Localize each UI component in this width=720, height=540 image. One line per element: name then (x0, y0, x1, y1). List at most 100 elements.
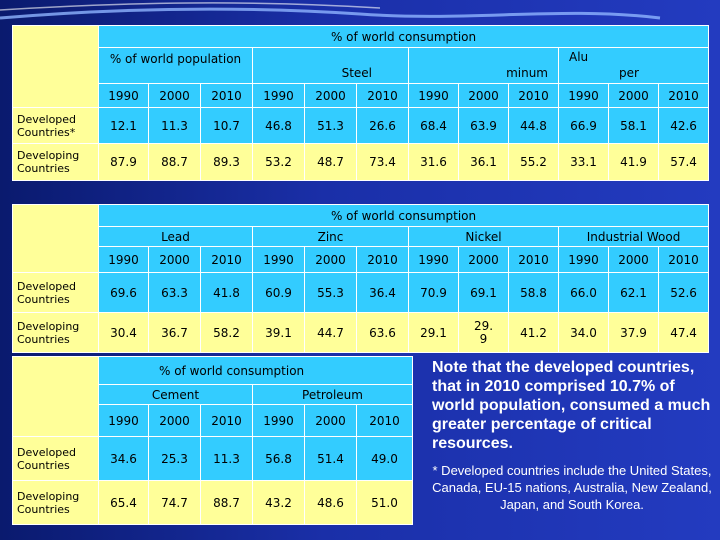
decorative-swoosh-2 (0, 2, 381, 11)
year-cell: 1990 (408, 246, 459, 273)
year-cell: 2010 (356, 404, 413, 437)
year-cell: 2000 (304, 246, 357, 273)
per-label: per (619, 66, 639, 80)
value-cell: 57.4 (657, 143, 710, 181)
value-cell: 62.1 (608, 272, 659, 313)
value-cell: 51.0 (356, 480, 413, 525)
group-label-cement: Cement (98, 384, 253, 405)
value-cell: 55.2 (508, 143, 559, 181)
group-label-wood: Industrial Wood (557, 226, 710, 247)
value-cell: 11.3 (200, 436, 253, 481)
consumption-table-2: % of world consumption Lead Zinc Nickel … (12, 204, 710, 353)
value-cell: 65.4 (98, 480, 149, 525)
steel-label: Steel (252, 47, 409, 84)
group-label-nickel: Nickel (408, 226, 559, 247)
value-cell: 48.6 (304, 480, 357, 525)
value-cell: 43.2 (252, 480, 305, 525)
value-cell: 48.7 (304, 143, 357, 181)
year-cell: 2010 (356, 83, 409, 108)
row-label: Developed Countries (12, 436, 99, 481)
year-cell: 1990 (252, 404, 305, 437)
year-cell: 1990 (98, 246, 149, 273)
decorative-swoosh (0, 7, 661, 20)
value-cell: 63.3 (148, 272, 201, 313)
year-cell: 1990 (558, 83, 609, 108)
year-cell: 2000 (148, 404, 201, 437)
value-cell: 87.9 (98, 143, 149, 181)
table3-header: % of world consumption (98, 356, 413, 385)
table-row: Developed Countries* 12.1 11.3 10.7 46.8… (12, 107, 710, 144)
value-cell: 47.4 (657, 312, 710, 353)
population-label: % of world population (98, 47, 253, 84)
value-cell: 58.8 (508, 272, 559, 313)
table2-header: % of world consumption (97, 204, 710, 227)
year-cell: 2000 (458, 246, 509, 273)
value-cell: 41.9 (608, 143, 659, 181)
value-cell: 74.7 (148, 480, 201, 525)
row-label: Developed Countries (12, 272, 99, 313)
value-cell: 58.2 (200, 312, 253, 353)
table-row: Developed Countries 69.6 63.3 41.8 60.9 … (12, 272, 710, 313)
value-cell: 55.3 (304, 272, 357, 313)
year-cell: 2000 (608, 246, 659, 273)
corner-cell (12, 25, 99, 108)
year-cell: 2010 (657, 83, 710, 108)
alu-label: Alu (569, 50, 589, 64)
year-cell: 1990 (408, 83, 459, 108)
value-cell: 63.9 (458, 107, 509, 144)
corner-cell (12, 204, 99, 273)
value-cell: 88.7 (200, 480, 253, 525)
value-cell: 69.6 (98, 272, 149, 313)
value-cell: 46.8 (252, 107, 305, 144)
value-cell: 58.1 (608, 107, 659, 144)
group-label-petroleum: Petroleum (252, 384, 413, 405)
table-row: Developed Countries 34.6 25.3 11.3 56.8 … (12, 436, 413, 481)
table2-year-row: 1990 2000 2010 1990 2000 2010 1990 2000 … (13, 246, 710, 273)
alu-per-label: Alu per (557, 47, 710, 84)
year-cell: 2010 (657, 246, 710, 273)
value-cell: 41.8 (200, 272, 253, 313)
value-cell: 44.8 (508, 107, 559, 144)
value-cell: 30.4 (98, 312, 149, 353)
value-cell: 53.2 (252, 143, 305, 181)
value-cell: 39.1 (252, 312, 305, 353)
year-cell: 2000 (148, 246, 201, 273)
value-cell: 66.0 (558, 272, 609, 313)
value-cell: 52.6 (657, 272, 710, 313)
value-cell: 36.7 (148, 312, 201, 353)
value-cell: 31.6 (408, 143, 459, 181)
value-cell: 34.6 (98, 436, 149, 481)
value-cell: 68.4 (408, 107, 459, 144)
value-cell: 70.9 (408, 272, 459, 313)
summary-note: Note that the developed countries, that … (432, 359, 711, 452)
value-cell: 36.1 (458, 143, 509, 181)
value-cell: 51.4 (304, 436, 357, 481)
year-cell: 1990 (98, 404, 149, 437)
value-cell: 42.6 (657, 107, 710, 144)
table-row: Developing Countries 30.4 36.7 58.2 39.1… (12, 312, 710, 353)
value-cell: 73.4 (356, 143, 409, 181)
year-cell: 2010 (508, 246, 559, 273)
year-cell: 2010 (356, 246, 409, 273)
table1-year-row: 1990 2000 2010 1990 2000 2010 1990 2000 … (13, 83, 710, 108)
row-label: Developed Countries* (12, 107, 99, 144)
year-cell: 2000 (458, 83, 509, 108)
year-cell: 2010 (200, 246, 253, 273)
minum-label: minum (408, 47, 559, 84)
value-cell: 66.9 (558, 107, 609, 144)
year-cell: 1990 (252, 83, 305, 108)
row-label: Developing Countries (12, 143, 99, 181)
year-cell: 2010 (508, 83, 559, 108)
table-row: Developing Countries 87.9 88.7 89.3 53.2… (12, 143, 710, 181)
corner-cell (12, 356, 99, 437)
consumption-table-3: % of world consumption Cement Petroleum … (12, 356, 413, 525)
value-cell: 88.7 (148, 143, 201, 181)
value-cell: 60.9 (252, 272, 305, 313)
value-cell: 34.0 (558, 312, 609, 353)
year-cell: 1990 (98, 83, 149, 108)
group-label-zinc: Zinc (252, 226, 409, 247)
year-cell: 1990 (558, 246, 609, 273)
value-cell: 12.1 (98, 107, 149, 144)
value-cell: 11.3 (148, 107, 201, 144)
consumption-table-1: % of world consumption % of world popula… (12, 25, 710, 181)
